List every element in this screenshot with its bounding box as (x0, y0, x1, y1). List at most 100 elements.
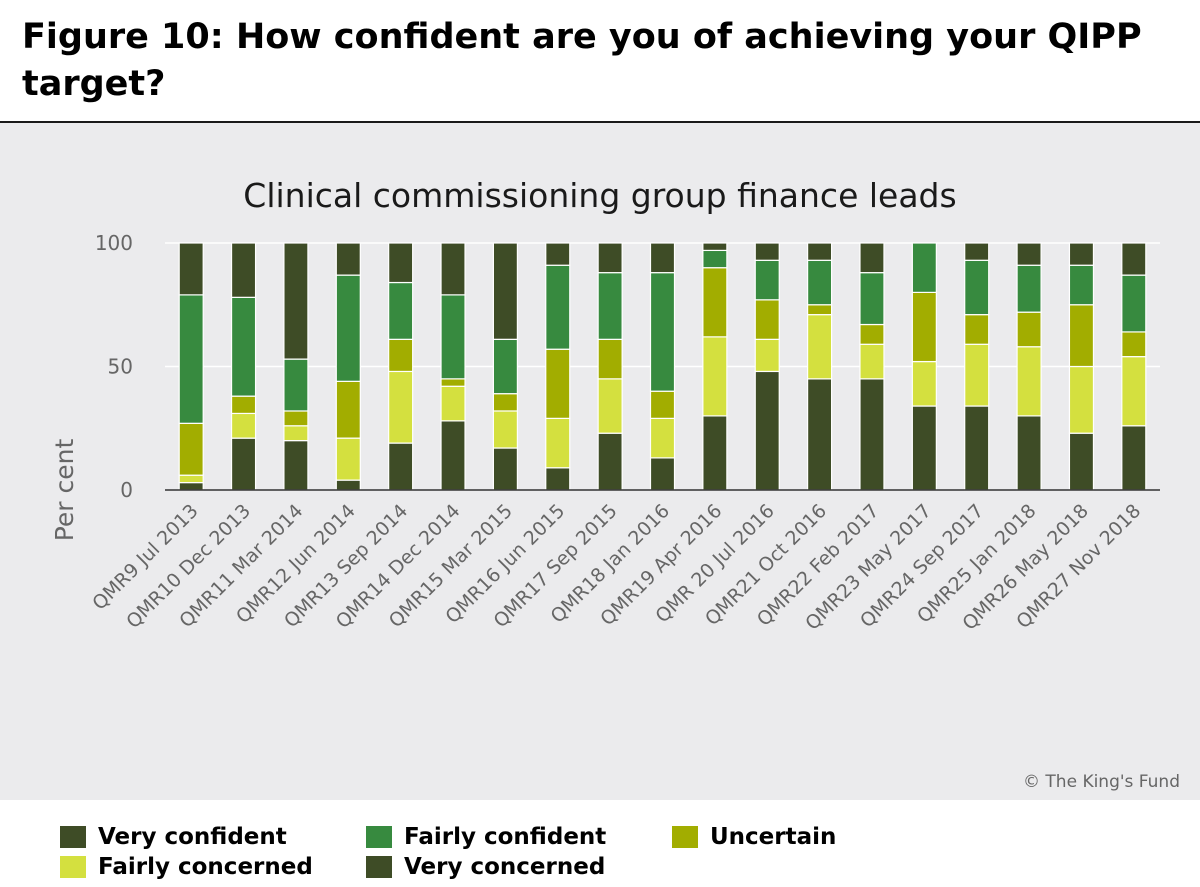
bar-segment (545, 417, 571, 469)
bar-segment (1016, 346, 1042, 417)
bar-segment (335, 242, 361, 276)
bar-segment (859, 323, 885, 345)
bar-segment (702, 415, 728, 491)
y-tick-label: 50 (108, 355, 133, 379)
chart-title: Clinical commissioning group finance lea… (243, 176, 956, 215)
bar-segment (492, 447, 518, 491)
bar-segment (649, 457, 676, 491)
bar-segment (597, 378, 623, 434)
bar-segment (1068, 432, 1095, 491)
bar-segment (649, 417, 676, 459)
bar-segment (807, 242, 833, 261)
bar-segment (283, 425, 309, 442)
bar-segment (178, 422, 204, 476)
bar-segment (230, 296, 257, 397)
bar-segment (754, 338, 780, 373)
legend-label: Very concerned (404, 854, 606, 880)
bar-segment (1016, 264, 1042, 313)
bar-segment (1016, 415, 1042, 491)
chart-legend: Very confident Fairly confident Uncertain F… (60, 823, 960, 887)
title-divider (0, 121, 1200, 123)
bar-segment (440, 242, 466, 296)
bar-segment (597, 242, 623, 274)
bar-segment (335, 479, 361, 491)
bar-segment (859, 272, 885, 326)
bar-segment (702, 267, 728, 338)
bar-segment (702, 249, 728, 269)
bar-segment (388, 442, 414, 491)
bar-segment (230, 242, 257, 298)
bar-segment (492, 393, 518, 412)
bar-segment (1016, 242, 1042, 266)
stacked-bar-chart: Clinical commissioning group finance lea… (50, 176, 1160, 635)
bar-segment (440, 385, 466, 422)
bar-segment (754, 299, 780, 340)
bar-segment (859, 378, 885, 491)
legend-label: Fairly concerned (98, 854, 313, 880)
legend-item: Fairly concerned (60, 853, 313, 881)
bar-segment (388, 242, 414, 284)
bar-segment (335, 380, 361, 439)
bar-segment (649, 390, 676, 419)
bar-segment (1121, 425, 1147, 491)
bar-segment (545, 242, 571, 266)
bar-segment (964, 259, 990, 316)
bar-segment (1121, 242, 1147, 276)
bar-segment (807, 304, 833, 316)
y-axis-ticks: 0 50 100 (95, 231, 133, 502)
bar-segment (440, 420, 466, 491)
bar-segment (702, 242, 728, 252)
bar-segment (859, 343, 885, 380)
bar-segment (388, 370, 414, 444)
legend-label: Fairly confident (404, 824, 607, 850)
bar-segment (545, 467, 571, 491)
bar-segment (964, 242, 990, 261)
figure-title: Figure 10: How confident are you of achi… (22, 17, 1142, 104)
bar-segment (597, 432, 623, 491)
bar-segment (754, 259, 780, 301)
bar-segment (1016, 311, 1042, 348)
bar-segment (964, 343, 990, 407)
bar-segment (911, 360, 937, 407)
bar-segment (1068, 304, 1095, 368)
bar-segment (545, 348, 571, 419)
bar-segment (388, 338, 414, 373)
bar-segment (1068, 242, 1095, 266)
bar-segment (597, 338, 623, 380)
bar-segment (283, 440, 309, 491)
y-tick-label: 0 (120, 478, 133, 502)
bar-segment (964, 405, 990, 491)
bar-segment (492, 242, 518, 340)
bar-segment (440, 294, 466, 380)
bar-segment (178, 294, 204, 424)
bar-segment (230, 437, 257, 491)
legend-swatch (60, 826, 86, 848)
bar-segment (230, 412, 257, 439)
bar-segment (807, 259, 833, 306)
bar-segment (283, 358, 309, 412)
bar-segment (754, 370, 780, 491)
bar-segment (283, 242, 309, 360)
bar-segment (649, 242, 676, 274)
bar-segment (492, 410, 518, 449)
legend-item: Uncertain (672, 823, 836, 851)
bar-segment (859, 242, 885, 274)
bar-segment (702, 336, 728, 417)
bar-segment (178, 242, 204, 296)
legend-label: Very confident (98, 824, 287, 850)
bars (178, 242, 1147, 491)
legend-item: Very concerned (366, 853, 605, 881)
bar-segment (545, 264, 571, 350)
bar-segment (335, 274, 361, 382)
legend-swatch (366, 856, 392, 878)
bar-segment (964, 314, 990, 345)
bar-segment (178, 481, 204, 491)
y-tick-label: 100 (95, 231, 133, 255)
bar-segment (1121, 274, 1147, 333)
bar-segment (1068, 264, 1095, 306)
bar-segment (649, 272, 676, 392)
bar-segment (807, 378, 833, 491)
legend-item: Very confident (60, 823, 287, 851)
legend-swatch (672, 826, 698, 848)
